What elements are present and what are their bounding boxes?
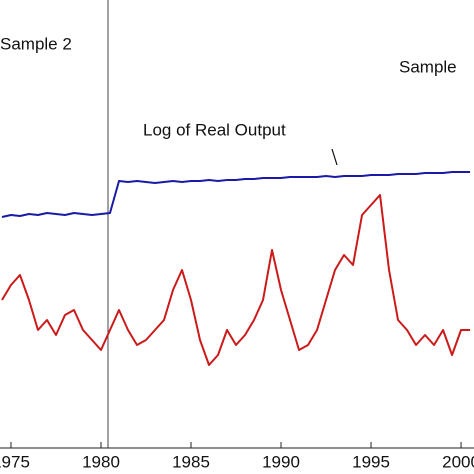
annotation: Sample 2: [0, 34, 72, 53]
annotation-pointer: [331, 148, 338, 166]
x-tick-label: 1980: [82, 452, 120, 471]
series-line: [1, 194, 471, 366]
annotation: Log of Real Output: [143, 120, 286, 139]
x-tick-label: 1995: [352, 452, 390, 471]
x-tick-label: 2000: [442, 452, 474, 471]
series-line: [1, 171, 471, 218]
x-tick-label: 1985: [172, 452, 210, 471]
annotation: Sample: [399, 57, 457, 76]
plot: 1975 1980 1985 1990 1995 2000: [0, 171, 474, 471]
x-tick-label: 1975: [0, 452, 30, 471]
x-tick-label: 1990: [262, 452, 300, 471]
